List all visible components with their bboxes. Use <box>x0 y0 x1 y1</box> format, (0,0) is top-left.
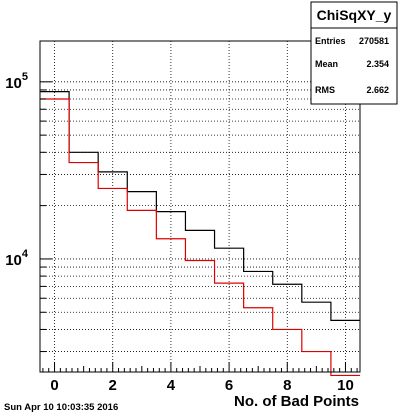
x-tick-label: 2 <box>109 377 117 394</box>
stats-mean-label: Mean <box>315 59 338 69</box>
stats-box-title: ChiSqXY_y <box>317 7 392 23</box>
axes <box>39 40 361 373</box>
footer-timestamp: Sun Apr 10 10:03:35 2016 <box>4 402 118 413</box>
stats-rms-label: RMS <box>315 85 335 95</box>
y-tick-label: 105 <box>5 71 28 92</box>
y-tick-label: 104 <box>5 248 29 269</box>
stats-box-frame <box>310 1 398 105</box>
histogram-series <box>40 91 360 377</box>
stats-entries-value: 270581 <box>359 36 389 46</box>
stats-entries-label: Entries <box>315 36 346 46</box>
grid-lines <box>40 41 360 372</box>
x-tick-label: 8 <box>283 377 291 394</box>
x-tick-label: 6 <box>225 377 233 394</box>
tick-labels: 0 2 4 6 8 10 104 105 <box>5 71 354 394</box>
x-axis-label: No. of Bad Points <box>234 393 359 410</box>
stats-box: ChiSqXY_y Entries 270581 Mean 2.354 RMS … <box>310 1 398 105</box>
x-tick-label: 10 <box>337 377 354 394</box>
stats-rms-value: 2.662 <box>366 85 389 95</box>
x-tick-label: 0 <box>50 377 58 394</box>
x-tick-label: 4 <box>167 377 176 394</box>
histogram-series-1 <box>40 98 360 377</box>
stats-mean-value: 2.354 <box>366 59 389 69</box>
